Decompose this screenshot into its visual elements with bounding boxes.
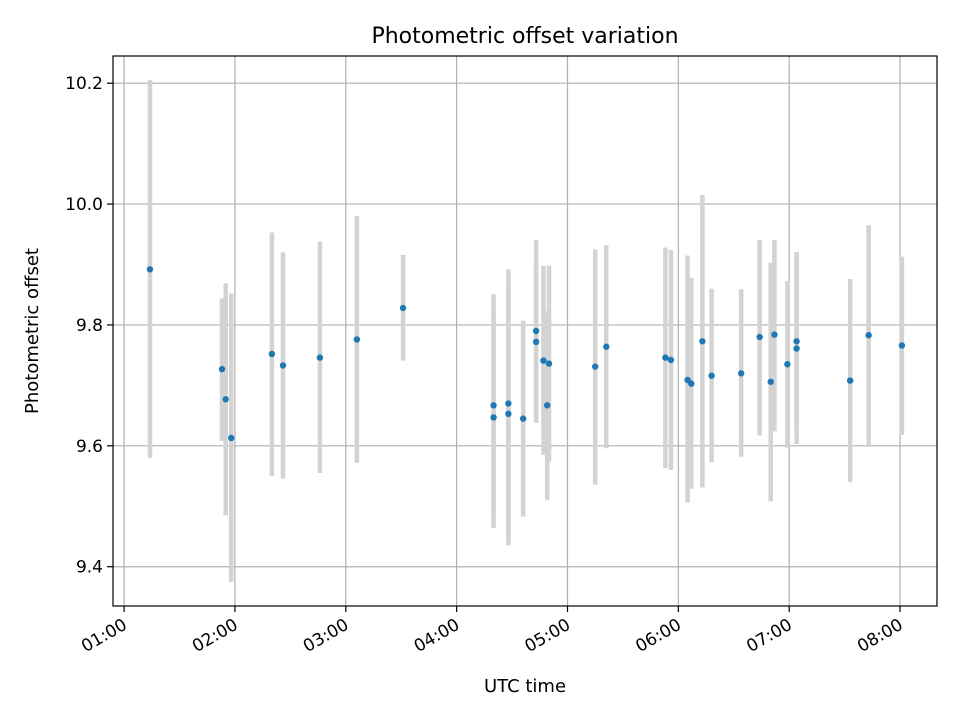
y-tick-label: 9.4 (76, 558, 103, 578)
y-axis-label: Photometric offset (22, 248, 43, 414)
y-tick-label: 9.6 (76, 437, 103, 457)
data-point (268, 350, 276, 358)
data-point (146, 266, 154, 273)
data-point (784, 361, 791, 368)
data-point (667, 356, 675, 364)
data-point (793, 338, 800, 345)
data-point (688, 380, 695, 387)
data-point (662, 354, 669, 361)
data-point (218, 365, 226, 373)
y-axis: 9.4 9.6 9.8 10.0 10.2 (65, 74, 113, 578)
plot-frame (112, 55, 938, 607)
data-point (399, 304, 407, 312)
data-point (708, 372, 715, 379)
data-point (846, 377, 854, 384)
data-point (532, 327, 540, 335)
data-point (767, 378, 774, 385)
data-point (228, 434, 235, 442)
data-point (519, 415, 527, 422)
grid (113, 56, 937, 606)
data-point (279, 362, 287, 369)
data-point (222, 396, 229, 403)
data-point (543, 402, 551, 409)
chart-title: Photometric offset variation (371, 24, 678, 49)
data-point (545, 360, 553, 367)
data-point (756, 333, 763, 341)
data-point (353, 336, 361, 343)
data-point (505, 410, 512, 418)
y-tick-label: 10.2 (65, 74, 103, 94)
data-point (490, 402, 497, 409)
data-point (505, 400, 512, 407)
y-tick-label: 9.8 (76, 316, 103, 336)
data-point (737, 370, 745, 377)
data-point (540, 357, 547, 364)
data-point (490, 414, 497, 421)
data-points (146, 266, 906, 442)
data-point (592, 363, 599, 370)
data-point (793, 345, 800, 352)
data-point (865, 332, 872, 339)
data-point (771, 331, 778, 338)
data-point (699, 338, 706, 345)
data-point (532, 338, 540, 346)
data-point (603, 343, 610, 350)
x-axis-label: UTC time (484, 676, 566, 697)
data-point (898, 342, 906, 349)
data-point (316, 354, 324, 361)
y-tick-label: 10.0 (65, 195, 103, 215)
